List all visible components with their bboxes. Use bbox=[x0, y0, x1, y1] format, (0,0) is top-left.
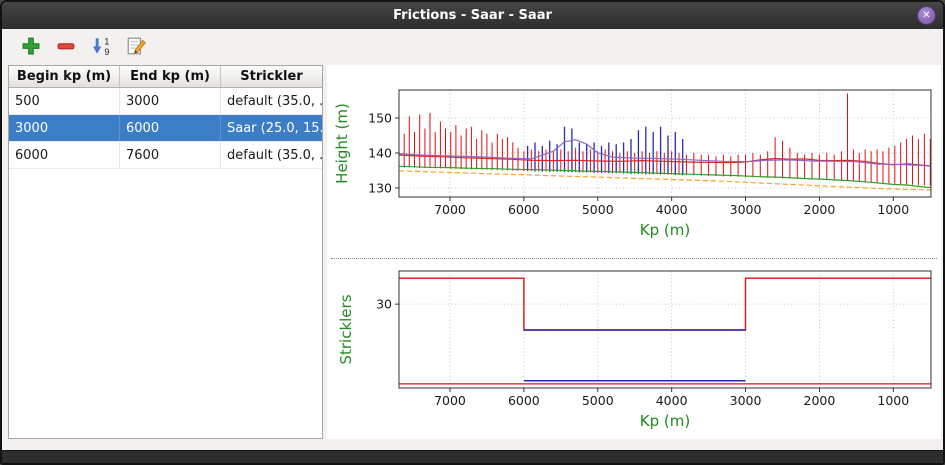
svg-text:30: 30 bbox=[376, 297, 392, 312]
cell-begin-kp[interactable]: 3000 bbox=[9, 115, 120, 141]
table-row[interactable]: 500 3000 default (35.0, ... bbox=[9, 88, 322, 115]
svg-text:140: 140 bbox=[368, 145, 392, 160]
svg-text:2000: 2000 bbox=[804, 202, 836, 217]
table-header: Begin kp (m) End kp (m) Strickler bbox=[9, 66, 322, 88]
edit-button[interactable] bbox=[123, 33, 149, 59]
column-header-strickler[interactable]: Strickler bbox=[240, 69, 303, 84]
svg-text:3000: 3000 bbox=[730, 393, 762, 408]
minus-icon bbox=[57, 43, 75, 50]
close-button[interactable]: ✕ bbox=[917, 6, 936, 25]
toolbar: 1 9 bbox=[2, 29, 943, 63]
plus-icon bbox=[22, 37, 40, 55]
cell-strickler[interactable]: default (35.0, ... bbox=[227, 93, 322, 109]
svg-text:1000: 1000 bbox=[877, 202, 909, 217]
close-icon: ✕ bbox=[922, 9, 931, 21]
sort-1-9-icon: 1 9 bbox=[93, 36, 109, 56]
cell-end-kp[interactable]: 3000 bbox=[120, 88, 221, 114]
sort-digit-top: 1 bbox=[104, 36, 109, 46]
cell-end-kp[interactable]: 6000 bbox=[120, 115, 221, 141]
svg-text:130: 130 bbox=[368, 180, 392, 195]
svg-text:6000: 6000 bbox=[508, 202, 540, 217]
cell-strickler[interactable]: Saar (25.0, 15.0) bbox=[227, 120, 322, 136]
cell-begin-kp[interactable]: 500 bbox=[9, 88, 120, 114]
svg-text:2000: 2000 bbox=[804, 393, 836, 408]
svg-text:Kp (m): Kp (m) bbox=[640, 221, 690, 239]
svg-text:7000: 7000 bbox=[434, 393, 466, 408]
svg-text:Kp (m): Kp (m) bbox=[640, 412, 690, 430]
svg-text:4000: 4000 bbox=[656, 393, 688, 408]
column-header-begin-kp[interactable]: Begin kp (m) bbox=[9, 66, 120, 87]
svg-text:Height (m): Height (m) bbox=[333, 103, 351, 184]
svg-text:Stricklers: Stricklers bbox=[337, 294, 355, 364]
svg-text:5000: 5000 bbox=[582, 393, 614, 408]
table-row[interactable]: 6000 7600 default (35.0, ... bbox=[9, 142, 322, 169]
splitter-handle[interactable] bbox=[331, 258, 937, 263]
height-profile-chart: 7000 6000 5000 4000 3000 2000 1000 130 140 150 Kp … bbox=[333, 89, 932, 239]
svg-text:7000: 7000 bbox=[434, 202, 466, 217]
cell-strickler[interactable]: default (35.0, ... bbox=[227, 147, 322, 163]
edit-pencil-icon bbox=[127, 37, 146, 55]
remove-row-button[interactable] bbox=[53, 33, 79, 59]
window-title: Frictions - Saar - Saar bbox=[393, 8, 552, 23]
stricklers-chart: 7000 6000 5000 4000 3000 2000 1000 30 Kp (m) Stri… bbox=[337, 270, 932, 430]
window-bottom-edge bbox=[2, 450, 943, 463]
svg-text:4000: 4000 bbox=[656, 202, 688, 217]
svg-text:150: 150 bbox=[368, 110, 392, 125]
svg-text:5000: 5000 bbox=[582, 202, 614, 217]
sort-button[interactable]: 1 9 bbox=[88, 33, 114, 59]
titlebar[interactable]: Frictions - Saar - Saar ✕ bbox=[2, 2, 943, 29]
svg-text:3000: 3000 bbox=[730, 202, 762, 217]
table-row-selected[interactable]: 3000 6000 Saar (25.0, 15.0) bbox=[9, 115, 322, 142]
svg-text:1000: 1000 bbox=[877, 393, 909, 408]
charts-panel: 7000 6000 5000 4000 3000 2000 1000 130 140 150 Kp … bbox=[327, 65, 941, 439]
sort-digit-bottom: 9 bbox=[104, 47, 109, 56]
svg-text:6000: 6000 bbox=[508, 393, 540, 408]
add-row-button[interactable] bbox=[18, 33, 44, 59]
frictions-table: Begin kp (m) End kp (m) Strickler 500 30… bbox=[8, 65, 323, 439]
cell-end-kp[interactable]: 7600 bbox=[120, 142, 221, 168]
cell-begin-kp[interactable]: 6000 bbox=[9, 142, 120, 168]
column-header-end-kp[interactable]: End kp (m) bbox=[120, 66, 221, 87]
